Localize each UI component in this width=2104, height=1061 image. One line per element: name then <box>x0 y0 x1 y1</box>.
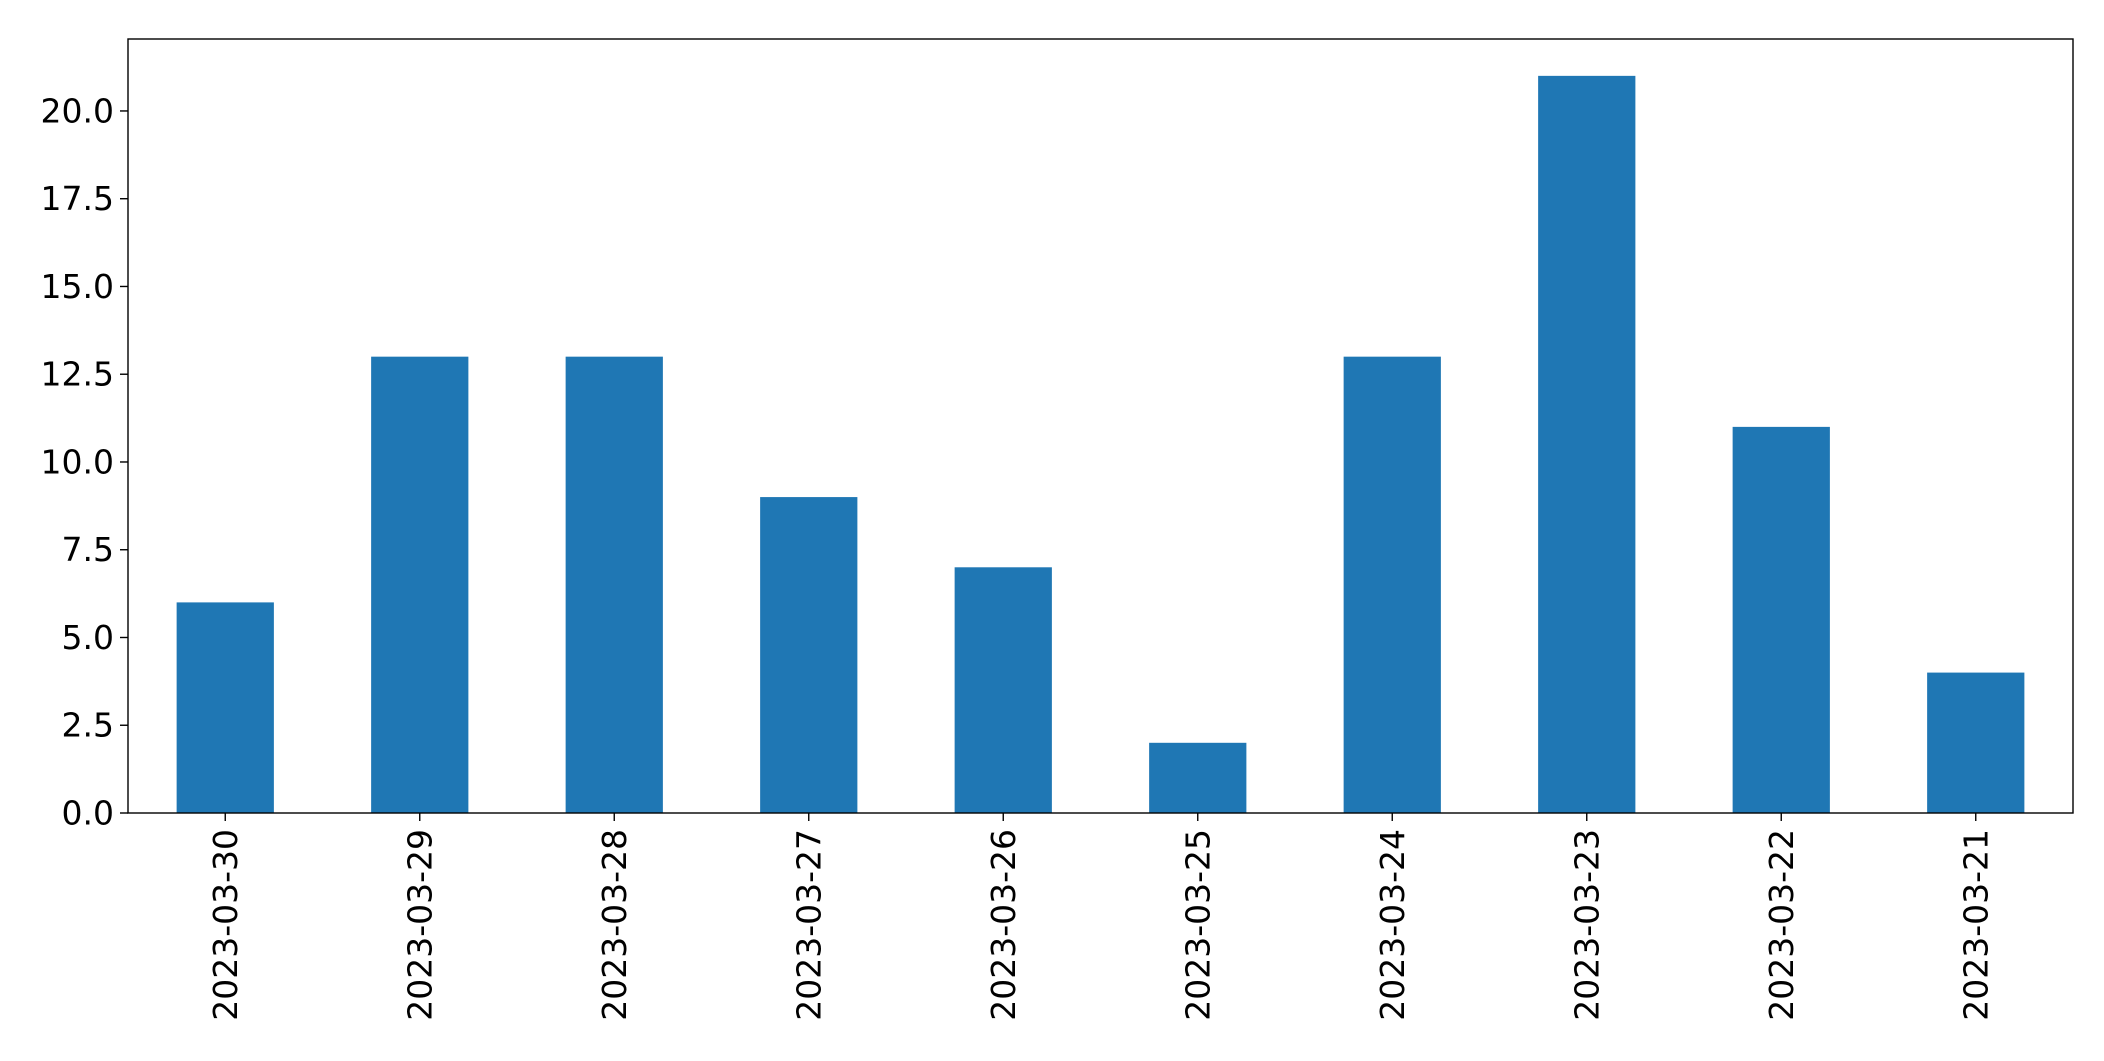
x-axis: 2023-03-30 2023-03-29 2023-03-28 2023-03-27… <box>206 813 1995 1021</box>
plot-frame <box>127 38 2074 814</box>
bar-2023-03-24 <box>1343 356 1441 813</box>
y-tick-label: 5.0 <box>62 618 114 657</box>
x-tick-label-2023-03-29: 2023-03-29 <box>400 829 439 1021</box>
y-tick-label: 17.5 <box>41 179 114 218</box>
x-tick-label-2023-03-22: 2023-03-22 <box>1762 829 1801 1021</box>
y-tick-label: 20.0 <box>41 91 114 130</box>
y-tick-label: 10.0 <box>41 442 114 481</box>
bar-2023-03-25 <box>1149 742 1247 813</box>
y-tick-label: 12.5 <box>41 355 114 394</box>
bar-2023-03-21 <box>1927 672 2025 813</box>
bar-2023-03-29 <box>371 356 469 813</box>
bar-2023-03-28 <box>565 356 663 813</box>
x-tick-label-2023-03-23: 2023-03-23 <box>1567 829 1606 1021</box>
x-tick-label-2023-03-24: 2023-03-24 <box>1373 829 1412 1021</box>
x-tick-label-2023-03-21: 2023-03-21 <box>1956 829 1995 1021</box>
x-tick-label-2023-03-26: 2023-03-26 <box>984 829 1023 1021</box>
y-tick-label: 2.5 <box>62 706 114 745</box>
bars-layer <box>176 75 2025 814</box>
bar-2023-03-22 <box>1732 426 1830 813</box>
x-tick-label-2023-03-28: 2023-03-28 <box>595 829 634 1021</box>
y-tick-label: 7.5 <box>62 530 114 569</box>
bar-2023-03-27 <box>760 497 858 813</box>
x-tick-label-2023-03-27: 2023-03-27 <box>789 829 828 1021</box>
y-tick-label: 15.0 <box>41 267 114 306</box>
y-tick-label: 0.0 <box>62 794 114 833</box>
x-tick-label-2023-03-30: 2023-03-30 <box>206 829 245 1021</box>
bar-2023-03-30 <box>176 602 274 813</box>
y-axis: 0.0 2.5 5.0 7.5 10.0 12.5 15.0 17.5 20.0 <box>41 91 128 833</box>
x-tick-label-2023-03-25: 2023-03-25 <box>1178 829 1217 1021</box>
bar-2023-03-23 <box>1538 75 1636 814</box>
bar-2023-03-26 <box>954 567 1052 813</box>
